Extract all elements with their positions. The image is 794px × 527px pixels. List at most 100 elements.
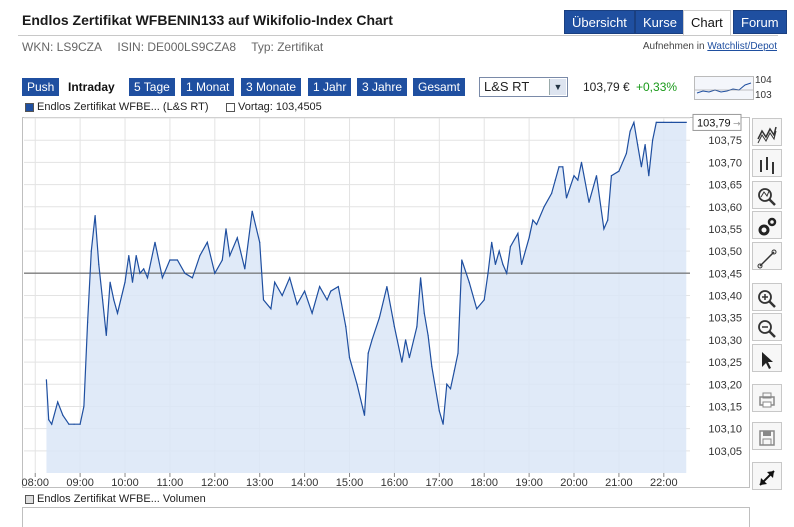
series-point [487,272,489,274]
series-point [655,121,657,123]
y-tick-label: 103,30 [708,335,742,347]
series-point [244,268,246,270]
range-push-button[interactable]: Push [22,78,60,96]
series-legend: Endlos Zertifikat WFBE... (L&S RT) [37,101,209,113]
series-point [83,405,85,407]
settings-tool-button[interactable] [752,211,782,239]
range-3monate-button[interactable]: 3 Monate [241,78,302,96]
series-point [506,272,508,274]
x-tick-label: 20:00 [560,477,588,489]
series-point [461,259,463,261]
series-point [446,383,448,385]
x-tick-label: 12:00 [201,477,229,489]
series-point [562,166,564,168]
series-point [48,419,50,421]
series-point [408,357,410,359]
series-point [251,210,253,212]
series-point [109,281,111,283]
y-tick-label: 103,75 [708,135,742,147]
series-point [184,272,186,274]
tab-forum[interactable]: Forum [733,10,787,34]
series-point [551,192,553,194]
series-point [214,272,216,274]
series-point [161,277,163,279]
range-intraday-button[interactable]: Intraday [63,78,120,96]
print-tool-button[interactable] [752,384,782,412]
series-point [442,423,444,425]
series-point [663,121,665,123]
y-tick-label: 103,40 [708,291,742,303]
series-point [311,312,313,314]
series-point [423,312,425,314]
x-tick-label: 10:00 [111,477,139,489]
draw-icon [757,249,777,269]
series-point [558,166,560,168]
last-value-box [692,113,742,131]
zoom-in-icon [758,290,776,308]
series-point [528,237,530,239]
series-point [468,281,470,283]
series-point [363,414,366,416]
settings-icon [758,217,777,236]
line-chart-tool-button[interactable] [752,118,782,146]
series-point [345,326,347,328]
exchange-select[interactable]: L&S RT ▼ [479,77,568,97]
fullscreen-icon [759,470,775,486]
mini-chart-low: 103 [755,90,772,101]
series-point [453,370,455,372]
series-point [270,308,272,310]
cursor-tool-button[interactable] [752,344,782,372]
watchlist-link[interactable]: Watchlist/Depot [707,41,777,52]
series-point [367,352,369,354]
volume-frame [22,507,750,527]
series-point [113,299,115,301]
series-point [225,228,227,230]
series-point [221,259,223,261]
series-point [543,206,545,208]
indicator-tool-button[interactable] [752,181,782,209]
y-tick-label: 103,50 [708,246,742,258]
series-area [46,122,687,474]
zoom-out-tool-button[interactable] [752,313,782,341]
series-point [494,263,496,265]
x-tick-label: 09:00 [66,477,94,489]
y-tick-label: 103,25 [708,357,742,369]
series-point [116,312,119,314]
series-point [670,121,672,123]
series-point [229,255,231,257]
series-point [483,299,485,301]
range-1jahr-button[interactable]: 1 Jahr [308,78,352,96]
y-tick-label: 103,15 [708,401,742,413]
series-point [330,290,332,292]
fullscreen-tool-button[interactable] [752,462,782,490]
ohlc-tool-button[interactable] [752,149,782,177]
range-5tage-button[interactable]: 5 Tage [129,78,175,96]
y-tick-label: 103,35 [708,313,742,325]
series-point [131,281,134,283]
series-point [401,361,403,363]
series-point [457,352,459,354]
range-3jahre-button[interactable]: 3 Jahre [357,78,408,96]
series-point [393,326,395,328]
y-tick-label: 103,05 [708,446,742,458]
mini-chart[interactable] [694,76,754,100]
draw-tool-button[interactable] [752,242,782,270]
tab-chart[interactable]: Chart [683,10,731,36]
series-point [79,423,81,425]
range-1monat-button[interactable]: 1 Monat [181,78,235,96]
zoom-in-tool-button[interactable] [752,283,782,311]
y-tick-label: 103,65 [708,180,742,192]
range-gesamt-button[interactable]: Gesamt [413,78,466,96]
series-point [685,121,687,123]
series-point [169,259,171,261]
save-icon [759,430,775,446]
tab-uebersicht[interactable]: Übersicht [564,10,635,34]
save-tool-button[interactable] [752,422,782,450]
series-point [191,277,193,279]
series-point [206,241,208,243]
x-tick-label: 13:00 [246,477,274,489]
x-tick-label: 14:00 [291,477,319,489]
price-change: +0,33% [636,80,678,94]
x-tick-label: 22:00 [650,477,678,489]
